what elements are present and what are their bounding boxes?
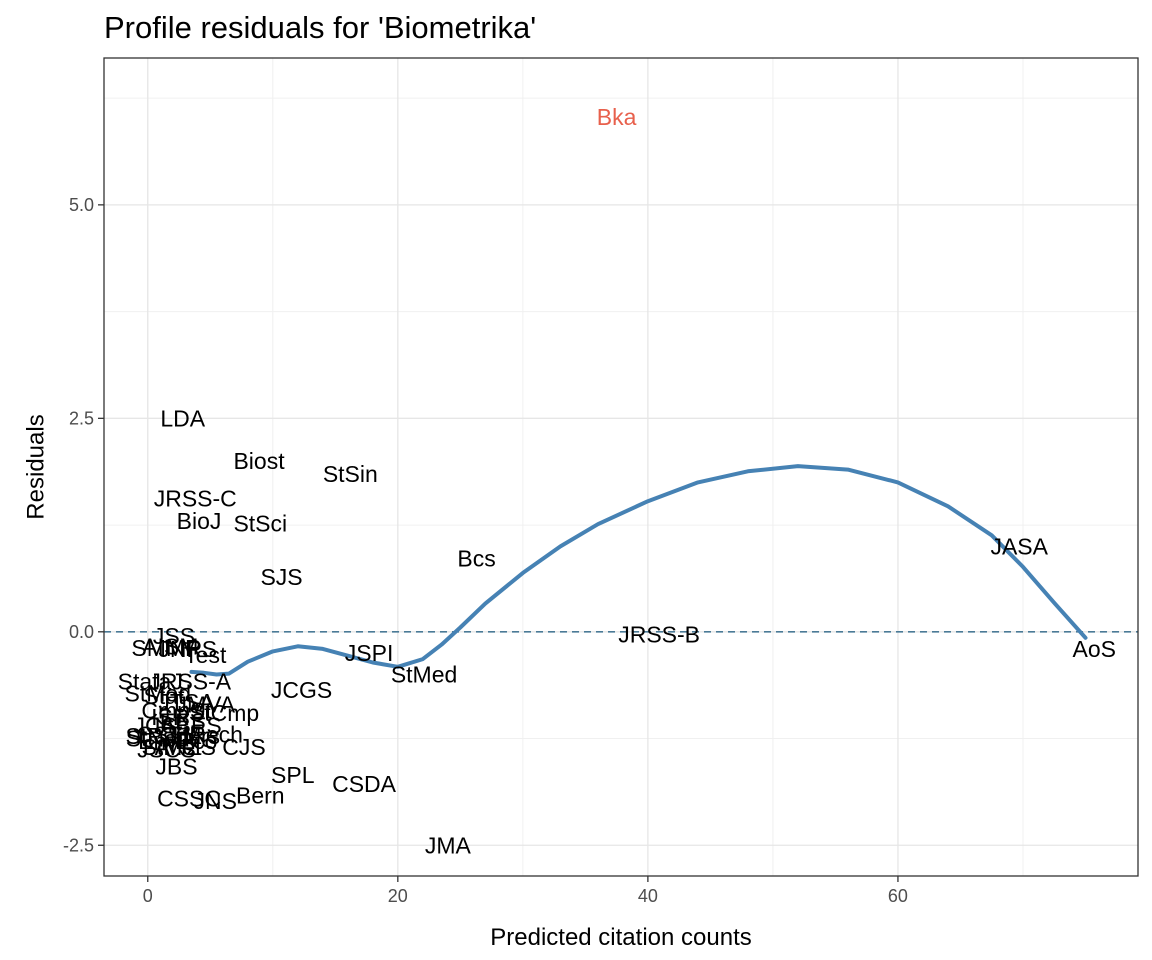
point-label-jns: JNS — [194, 788, 237, 814]
point-label-jtsa: JTSA — [158, 689, 215, 715]
point-label-smmr: SMMR — [131, 635, 201, 661]
y-tick-label: -2.5 — [63, 835, 94, 855]
point-label-jasa: JASA — [990, 533, 1048, 559]
point-label-jrss-b: JRSS-B — [618, 621, 700, 647]
point-label-jma: JMA — [425, 832, 472, 858]
point-label-stned: StNed — [126, 726, 190, 752]
point-label-jspi: JSPI — [345, 640, 394, 666]
point-label-stpapers: StPapers — [125, 723, 220, 749]
point-label-jscs: JSCS — [137, 737, 196, 763]
point-label-spl: SPL — [271, 762, 315, 788]
point-label-jmva: JMVA — [175, 691, 235, 717]
point-label-cmpst: CmpSt — [141, 697, 212, 723]
point-label-jbs: JBS — [155, 754, 197, 780]
y-tick-label: 0.0 — [69, 622, 94, 642]
y-tick-label: 2.5 — [69, 408, 94, 428]
point-label-jrss-a: JRSS-A — [149, 668, 231, 694]
point-label-enveco: EnvEco — [138, 728, 217, 754]
y-axis-title: Residuals — [23, 414, 50, 519]
chart-title: Profile residuals for 'Biometrika' — [104, 10, 537, 45]
point-label-bioj: BioJ — [177, 508, 222, 534]
point-label-aism: AISM — [142, 633, 198, 659]
point-label-jabes: JABES — [149, 713, 222, 739]
y-tick-label: 5.0 — [69, 195, 94, 215]
point-label-lda: LDA — [160, 405, 205, 431]
x-tick-label: 0 — [143, 886, 153, 906]
point-label-stcmp: StCmp — [189, 700, 259, 726]
point-label-ees: EES — [160, 708, 206, 734]
point-label-stat: Stat — [144, 683, 186, 709]
point-label-stmet: StMet — [141, 734, 202, 760]
panel-border — [103, 57, 1139, 877]
y-axis: -2.5 0.0 2.5 5.0 — [63, 195, 104, 855]
point-label-stmod: StMod — [125, 680, 191, 706]
point-label-isr: ISR — [151, 704, 189, 730]
point-label-jss: JSS — [153, 623, 195, 649]
point-label-cjs: CJS — [222, 734, 265, 760]
x-axis-title: Predicted citation counts — [490, 924, 751, 951]
point-label-stataj: StataJ — [118, 668, 183, 694]
x-tick-label: 20 — [388, 886, 408, 906]
point-label-jcgs: JCGS — [271, 677, 332, 703]
point-label-sjs: SJS — [260, 564, 302, 590]
point-label-stsci: StSci — [233, 510, 287, 536]
point-label-bern: Bern — [236, 783, 285, 809]
point-label-anzs: ANZS — [155, 734, 216, 760]
point-label-cssc: CSSC — [157, 785, 221, 811]
x-axis: 0 20 40 60 — [143, 876, 908, 906]
point-label-strech: StRech — [168, 721, 243, 747]
point-label-jrss-c: JRSS-C — [154, 486, 237, 512]
point-label-jnps: JNPS — [158, 636, 217, 662]
smooth-curve — [189, 464, 1088, 677]
point-label-stsin: StSin — [323, 461, 378, 487]
point-label-biost: Biost — [233, 448, 285, 474]
point-label-test: Test — [184, 642, 227, 668]
x-tick-label: 60 — [888, 886, 908, 906]
x-tick-label: 40 — [638, 886, 658, 906]
point-label-bka: Bka — [597, 104, 637, 130]
point-label-stmed: StMed — [391, 661, 457, 687]
point-label-csda: CSDA — [332, 771, 397, 797]
point-label-cstm: CSTM — [136, 721, 201, 747]
point-label-jcs: JCS — [134, 713, 177, 739]
point-label-aos: AoS — [1072, 636, 1115, 662]
point-label-bcs: Bcs — [457, 545, 495, 571]
